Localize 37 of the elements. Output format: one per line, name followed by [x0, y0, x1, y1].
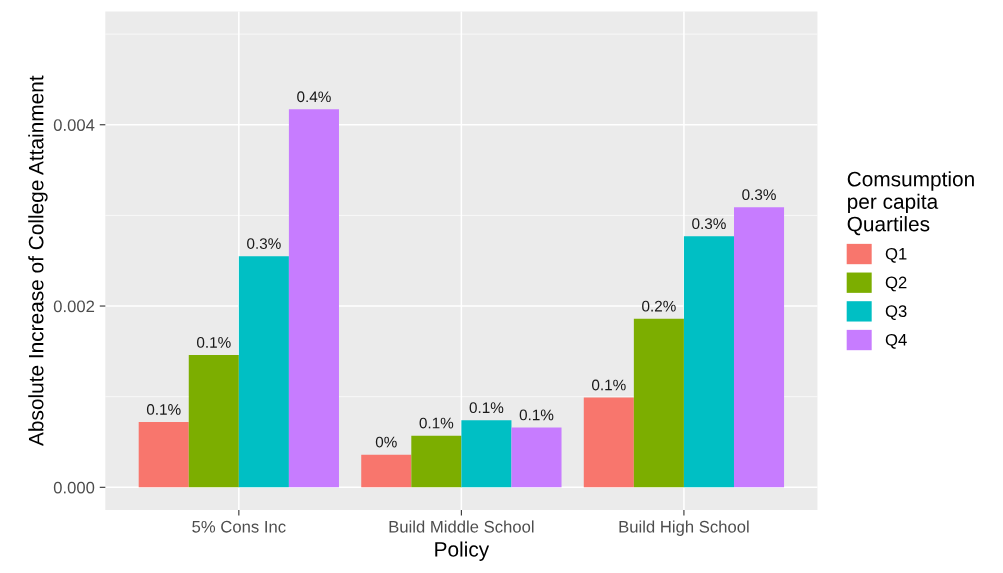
data-label: 0.3% [742, 189, 776, 201]
bar [188, 354, 239, 488]
y-tick-label: 0.002 [53, 300, 95, 313]
data-label: 0% [375, 436, 397, 448]
data-label: 0.1% [146, 404, 181, 415]
y-tick-label: 0.004 [53, 119, 95, 131]
y-tick-label: 0.000 [53, 481, 95, 494]
data-label: 0.3% [692, 218, 726, 230]
x-tick-label: 5% Cons Inc [192, 520, 286, 533]
x-axis-title: Policy [435, 541, 490, 561]
bar [361, 454, 412, 488]
x-tick-label: Build Middle School [389, 520, 534, 533]
bar [511, 427, 562, 488]
bar [633, 318, 684, 488]
legend-label: Q2 [885, 276, 907, 292]
data-label: 0.1% [196, 336, 231, 348]
bar [138, 422, 189, 488]
data-label: 0.1% [469, 402, 504, 414]
bar [288, 109, 339, 488]
data-label: 0.1% [592, 379, 626, 391]
data-label: 0.1% [419, 417, 454, 429]
bar [733, 207, 785, 488]
x-tick-label: Build High School [619, 520, 749, 536]
data-label: 0.3% [247, 238, 281, 249]
bar [411, 435, 462, 488]
bar [683, 236, 734, 488]
legend-label: Q1 [885, 247, 907, 263]
legend-title: Comsumption per capita Quartiles [847, 171, 974, 236]
data-label: 0.2% [642, 300, 676, 312]
bar [583, 397, 634, 488]
bar [238, 256, 289, 488]
legend-label: Q4 [885, 333, 907, 349]
legend-label: Q3 [885, 305, 907, 321]
bar [461, 420, 512, 488]
data-label: 0.4% [297, 91, 331, 103]
y-axis-title: Absolute Increase of College Attainment [28, 75, 48, 446]
data-label: 0.1% [519, 409, 554, 421]
